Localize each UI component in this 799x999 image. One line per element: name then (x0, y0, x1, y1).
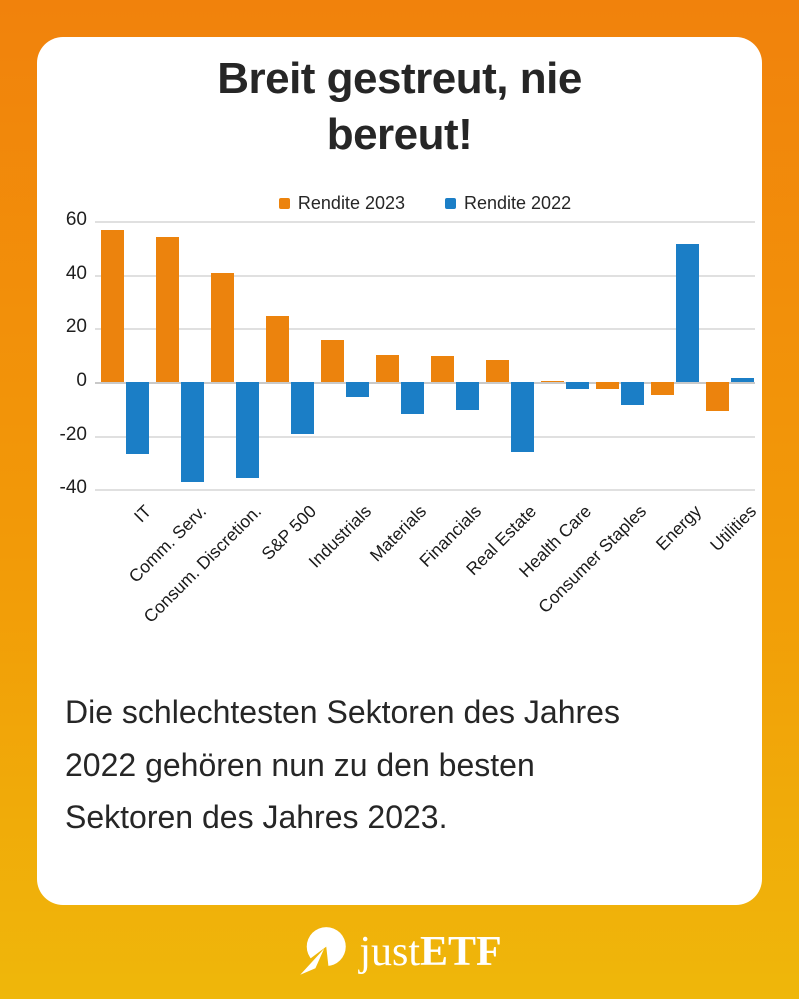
caption-line-3: Sektoren des Jahres 2023. (65, 799, 448, 835)
bar-rendite-2023-financials (430, 356, 454, 382)
bar-rendite-2023-consumer-staples (595, 381, 619, 389)
bar-rendite-2022-consumer-staples (621, 381, 644, 405)
brand-etf: ETF (420, 929, 502, 975)
bar-rendite-2023-comm-serv (155, 237, 179, 382)
gridline--20 (95, 435, 755, 438)
content-card: Breit gestreut, nie bereut! Rendite 2023… (37, 37, 762, 905)
legend-label-2023: Rendite 2023 (297, 193, 405, 213)
bar-rendite-2022-s-p-500 (291, 381, 314, 435)
gridline-60 (95, 221, 755, 223)
bar-rendite-2022-materials (401, 381, 424, 415)
bar-rendite-2022-health-care (566, 381, 589, 389)
gridline-20 (95, 328, 755, 331)
y-tick-label-20: 20 (65, 316, 87, 338)
bar-rendite-2022-real-estate (511, 381, 534, 452)
bar-rendite-2023-materials (375, 355, 399, 382)
bar-rendite-2022-financials (456, 381, 479, 411)
footer: justETF (0, 905, 799, 999)
bar-rendite-2023-it (100, 230, 124, 382)
legend-label-2022: Rendite 2022 (464, 193, 572, 213)
headline-line-1: Breit gestreut, nie (217, 54, 582, 103)
bar-rendite-2022-industrials (346, 381, 369, 397)
bar-rendite-2023-utilities (705, 381, 729, 412)
caption-line-2: 2022 gehören nun zu den besten (65, 746, 535, 783)
legend-item-rendite-2023: Rendite 2023 (278, 193, 405, 214)
y-tick-label-60: 60 (65, 209, 87, 230)
legend-item-rendite-2022: Rendite 2022 (445, 193, 571, 214)
justetf-logo-icon (300, 927, 347, 975)
y-tick-label-40: 40 (65, 262, 87, 284)
bar-rendite-2022-energy (676, 243, 699, 382)
bar-rendite-2022-utilities (731, 377, 754, 382)
gridline-40 (95, 274, 755, 277)
page-title: Breit gestreut, nie bereut! (67, 51, 732, 163)
bar-rendite-2023-health-care (540, 380, 564, 383)
bar-rendite-2022-comm-serv (181, 381, 204, 483)
bar-rendite-2023-real-estate (485, 360, 509, 382)
gridline-0 (95, 381, 755, 384)
brand-just: just (359, 929, 420, 975)
legend-swatch-2023-icon (278, 198, 290, 209)
legend-swatch-2022-icon (445, 198, 456, 209)
caption-text: Die schlechtesten Sektoren des Jahres 20… (65, 686, 762, 844)
gridline--40 (95, 489, 755, 492)
bar-rendite-2023-energy (650, 381, 674, 396)
chart-legend: Rendite 2023 Rendite 2022 (95, 193, 755, 214)
bar-rendite-2022-consum-discretion (236, 381, 259, 479)
sector-returns-chart: Rendite 2023 Rendite 2022 60 40 20 0 -20 -40 I… (37, 193, 762, 633)
y-tick-label--40: -40 (59, 477, 87, 499)
caption-line-1: Die schlechtesten Sektoren des Jahres (65, 694, 620, 730)
bar-rendite-2023-s-p-500 (265, 316, 289, 382)
y-tick-label-0: 0 (76, 369, 87, 391)
headline-line-2: bereut! (326, 110, 473, 159)
bar-rendite-2023-industrials (320, 340, 344, 382)
y-tick-label--20: -20 (59, 423, 87, 445)
brand-wordmark: justETF (359, 931, 501, 973)
bar-rendite-2022-it (126, 381, 149, 455)
bar-rendite-2023-consum-discretion (210, 273, 234, 382)
